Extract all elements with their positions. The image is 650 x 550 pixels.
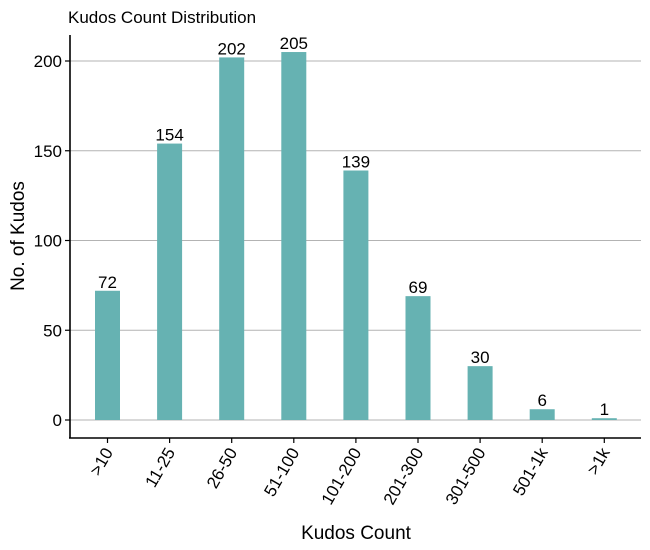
x-axis-label: Kudos Count	[301, 523, 412, 544]
data-label: 139	[342, 152, 370, 171]
y-axis-ticks: 0 50 100 150 200	[34, 52, 70, 430]
data-label: 30	[471, 348, 490, 367]
x-axis-ticks: >10 11-25 26-50 51-100 101-200 201-300 301-500…	[86, 438, 614, 508]
bar	[591, 418, 617, 420]
data-label: 154	[155, 126, 183, 145]
data-labels: 72 154 202 205 139 69 30 6 1	[98, 34, 609, 419]
data-label: 69	[409, 278, 428, 297]
y-tick-label: 200	[34, 52, 62, 71]
x-tick-label: >1k	[583, 444, 614, 478]
bar	[467, 366, 493, 420]
x-tick-label: 201-300	[380, 445, 428, 509]
x-tick-label: 301-500	[442, 445, 490, 509]
x-tick-label: 11-25	[142, 445, 180, 491]
bars	[95, 52, 617, 421]
x-tick-label: 51-100	[260, 445, 303, 500]
bar	[281, 52, 307, 421]
y-tick-label: 150	[34, 142, 62, 161]
y-tick-label: 100	[34, 232, 62, 251]
data-label: 6	[537, 391, 546, 410]
bar	[157, 143, 183, 420]
y-axis-label: No. of Kudos	[8, 181, 29, 291]
x-tick-label: 101-200	[318, 445, 366, 509]
data-label: 72	[98, 273, 117, 292]
x-tick-label: 501-1k	[509, 444, 552, 499]
y-tick-label: 50	[43, 321, 62, 340]
bar	[405, 296, 431, 420]
data-label: 202	[218, 39, 246, 58]
bar	[529, 409, 555, 420]
chart-title: Kudos Count Distribution	[68, 8, 256, 27]
data-label: 1	[600, 400, 609, 419]
x-tick-label: >10	[86, 445, 117, 479]
bar	[343, 170, 369, 420]
bar	[95, 290, 120, 420]
y-tick-label: 0	[53, 411, 62, 430]
x-tick-label: 26-50	[203, 445, 241, 492]
data-label: 205	[280, 34, 308, 53]
bar	[219, 57, 245, 420]
